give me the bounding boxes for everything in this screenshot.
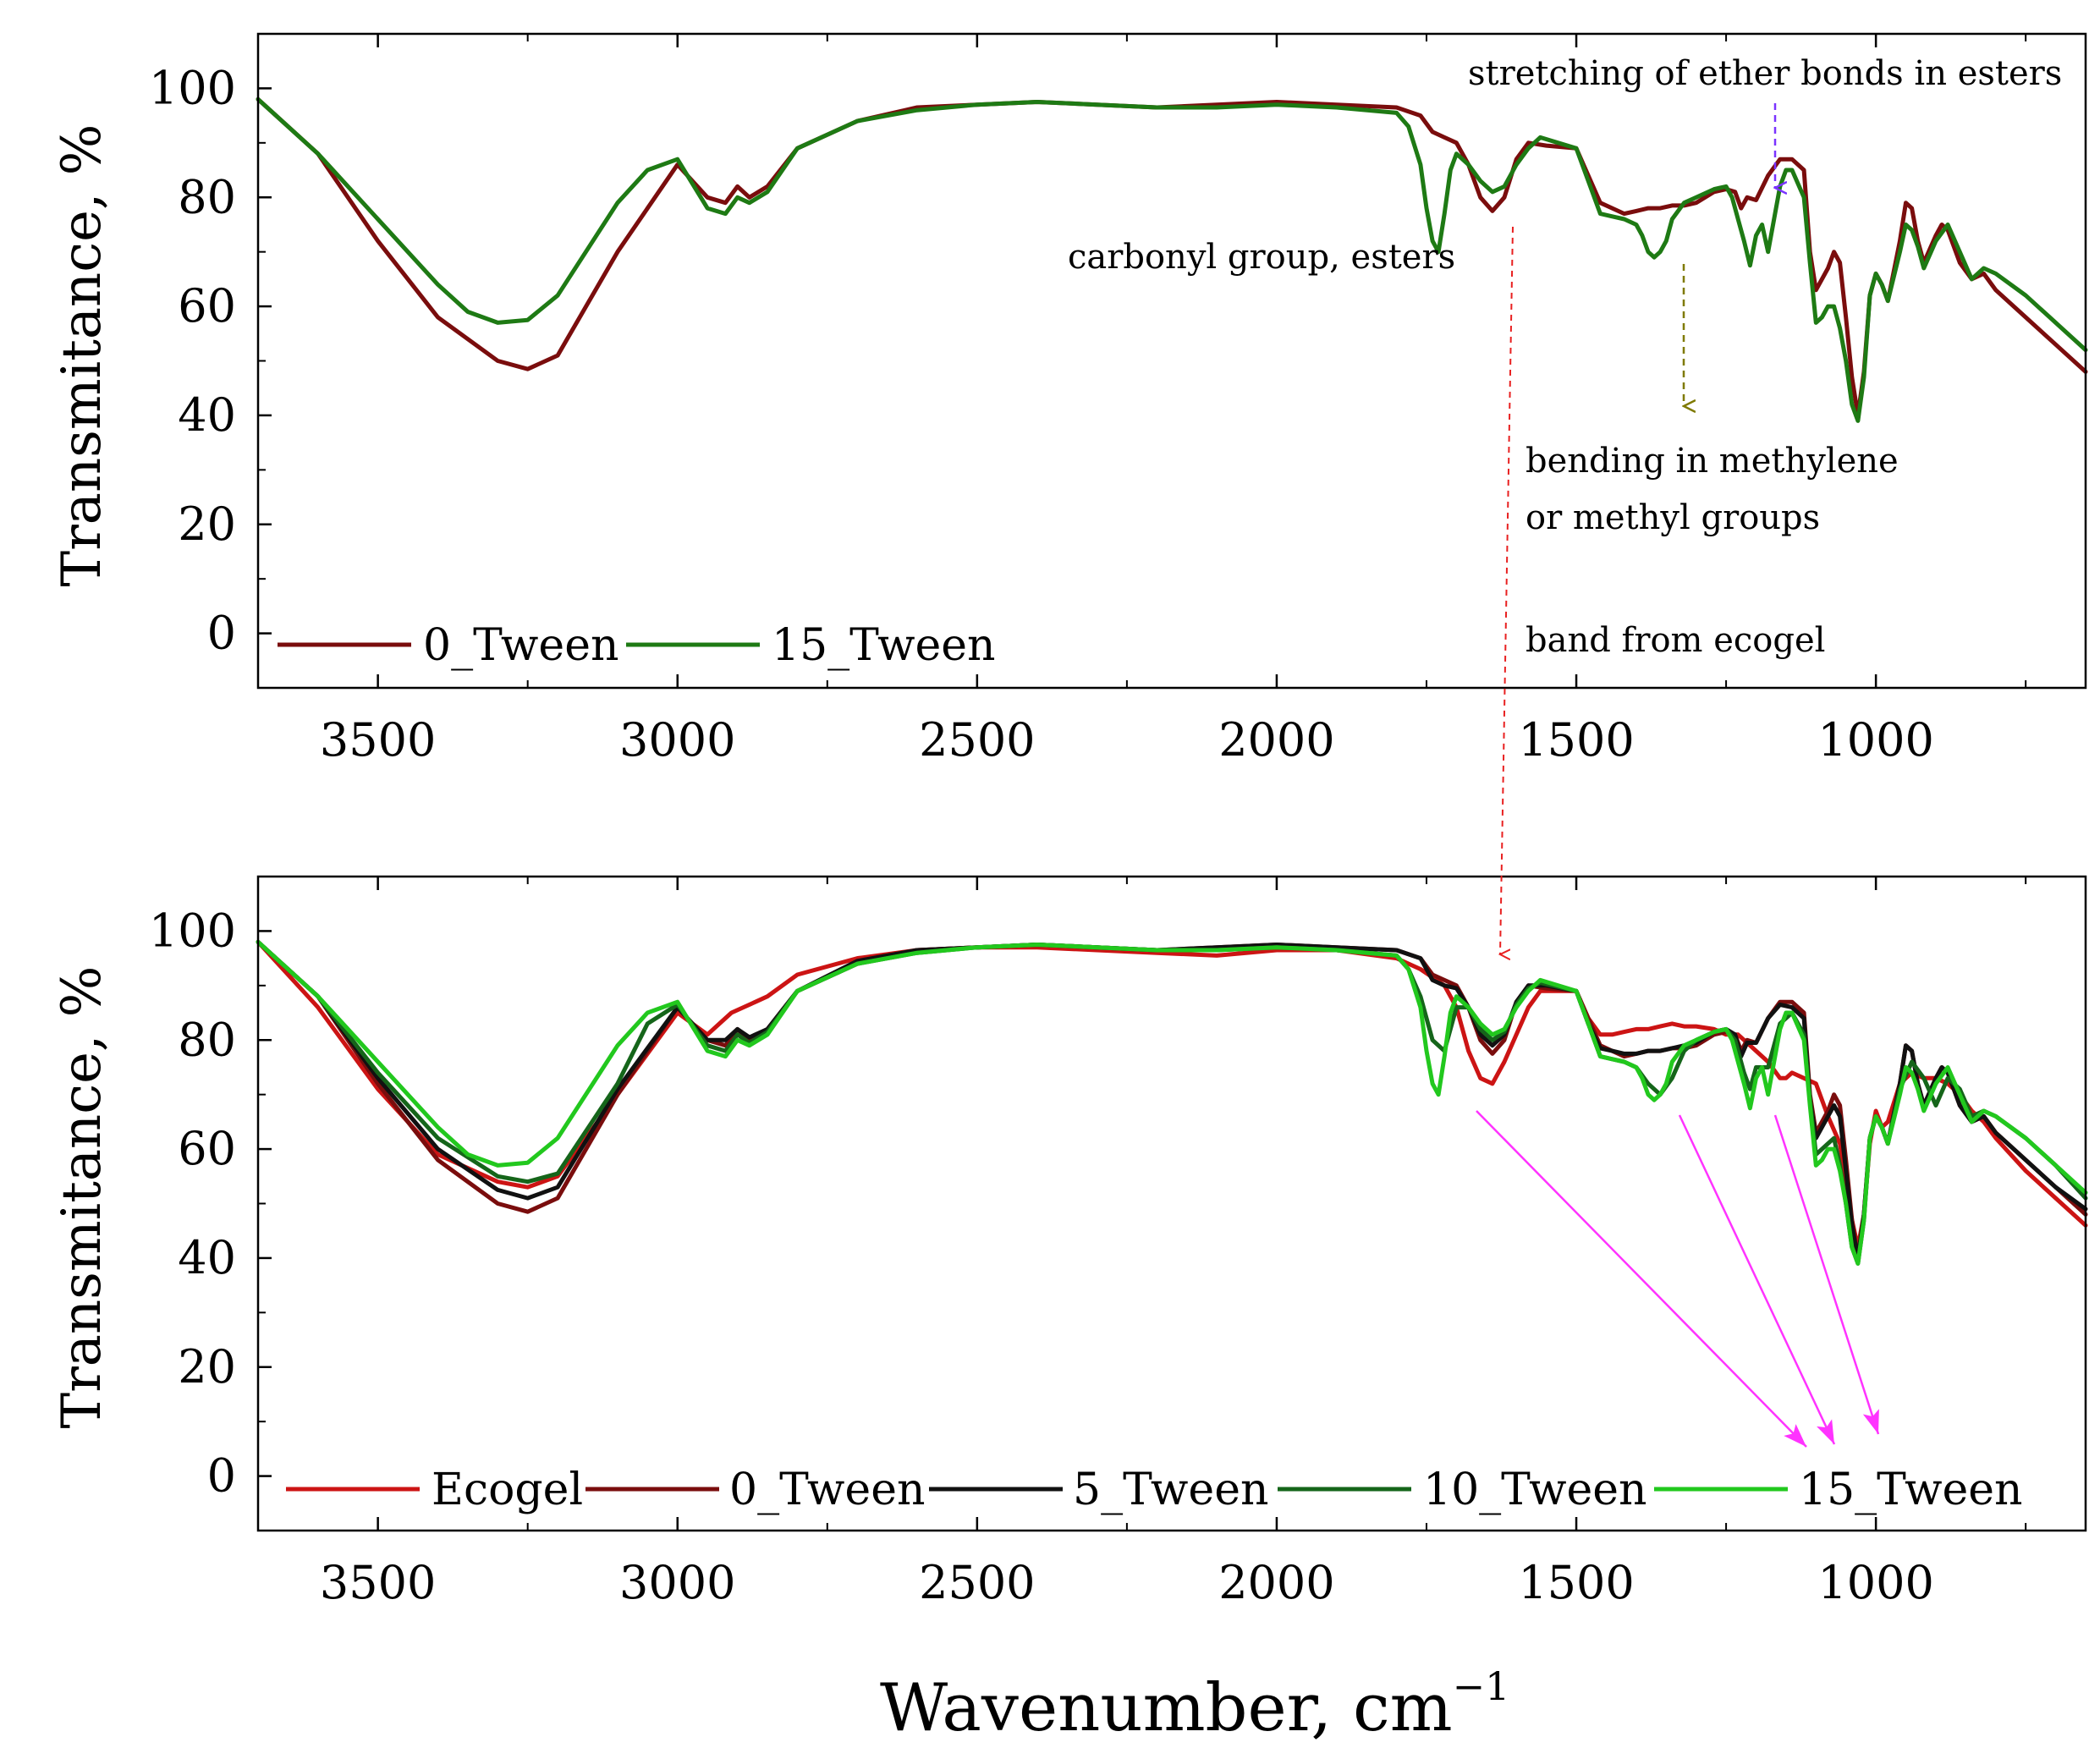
magenta-arrow-methylene (1678, 1114, 1836, 1445)
annotation-ether-stretching: stretching of ether bonds in esters (1468, 54, 2062, 93)
top-axes (258, 33, 2027, 689)
bottom-legend-label-10-tween: 10_Tween (1423, 1465, 1647, 1515)
bottom-x-tick-label-2500: 2500 (919, 1556, 1035, 1609)
bottom-y-tick-label-80: 80 (178, 1013, 236, 1066)
top-panel: 0 20 40 60 80 100 3500 3000 2500 2000 1500 1000 Tr… (51, 32, 2088, 767)
bottom-y-tick-label-20: 20 (178, 1340, 236, 1393)
bottom-y-tick-label-100: 100 (149, 904, 236, 957)
top-legend-label-15-tween: 15_Tween (772, 620, 996, 671)
top-y-tick-label-100: 100 (149, 61, 236, 114)
bottom-x-tick-label-2000: 2000 (1218, 1556, 1334, 1609)
bottom-axes (258, 876, 2027, 1531)
bottom-y-tick-label-60: 60 (178, 1122, 236, 1175)
top-legend: 0_Tween 15_Tween (278, 620, 996, 671)
x-axis-title-superscript: −1 (1453, 1663, 1510, 1709)
bottom-x-tick-labels: 3500 3000 2500 2000 1500 1000 (320, 1556, 1934, 1609)
bottom-legend-label-ecogel: Ecogel (432, 1465, 583, 1515)
top-x-tick-label-2500: 2500 (919, 713, 1035, 767)
annotation-bending-methylene-line2: or methyl groups (1526, 498, 1820, 537)
bottom-legend-label-15-tween: 15_Tween (1799, 1465, 2023, 1515)
bottom-legend-label-5-tween: 5_Tween (1073, 1465, 1268, 1515)
bottom-plot-frame (256, 875, 2087, 1532)
top-y-tick-label-80: 80 (178, 170, 236, 223)
magenta-arrow-ether (1773, 1114, 1880, 1435)
annotation-carbonyl-esters: carbonyl group, esters (1068, 238, 1455, 277)
bottom-x-tick-label-3500: 3500 (320, 1556, 436, 1609)
top-y-tick-label-20: 20 (178, 497, 236, 551)
bottom-series-group (256, 939, 2088, 1266)
top-y-axis-label: Transmitance, % (51, 124, 113, 587)
top-x-tick-label-2000: 2000 (1218, 713, 1334, 767)
bottom-y-axis-label: Transmitance, % (51, 966, 113, 1429)
top-y-tick-label-0: 0 (207, 607, 236, 660)
top-x-tick-label-3000: 3000 (619, 713, 735, 767)
top-legend-label-0-tween: 0_Tween (423, 620, 618, 671)
x-axis-title: Wavenumber, cm−1 (880, 1663, 1509, 1746)
bottom-x-tick-label-3000: 3000 (619, 1556, 735, 1609)
x-axis-title-main: Wavenumber, cm (880, 1670, 1453, 1746)
bottom-y-tick-labels: 0 20 40 60 80 100 (149, 904, 236, 1502)
top-y-tick-label-40: 40 (178, 388, 236, 442)
top-plot-frame (256, 32, 2087, 690)
bottom-legend-label-0-tween: 0_Tween (729, 1465, 925, 1515)
bottom-series-line-15-tween (256, 939, 2088, 1266)
magenta-arrow-carbonyl (1476, 1110, 1807, 1448)
top-x-tick-label-1500: 1500 (1518, 713, 1634, 767)
annotation-bending-methylene-line1: bending in methylene (1526, 442, 1899, 481)
top-series-group (256, 96, 2088, 423)
bottom-panel: 0 20 40 60 80 100 3500 3000 2500 2000 1500 1000 Tr… (51, 875, 2088, 1609)
top-series-line-15-tween (256, 96, 2088, 423)
top-x-tick-labels: 3500 3000 2500 2000 1500 1000 (320, 713, 1934, 767)
top-x-tick-label-3500: 3500 (320, 713, 436, 767)
bottom-x-tick-label-1000: 1000 (1817, 1556, 1933, 1609)
annotation-ecogel-band-arrow (1500, 226, 1514, 954)
bottom-legend: Ecogel 0_Tween 5_Tween 10_Tween 15_Tween (286, 1465, 2023, 1515)
bottom-y-tick-label-40: 40 (178, 1231, 236, 1284)
top-y-tick-labels: 0 20 40 60 80 100 (149, 61, 236, 659)
bottom-y-tick-label-0: 0 (207, 1449, 236, 1503)
top-x-tick-label-1000: 1000 (1817, 713, 1933, 767)
top-y-tick-label-60: 60 (178, 279, 236, 333)
annotation-band-from-ecogel: band from ecogel (1526, 621, 1825, 660)
bottom-x-tick-label-1500: 1500 (1518, 1556, 1634, 1609)
